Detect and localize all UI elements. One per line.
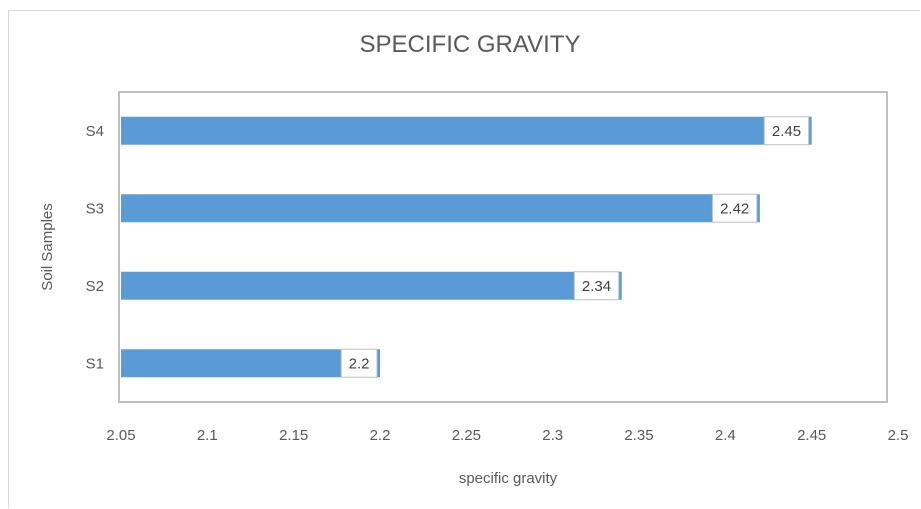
data-label-s2: 2.34 <box>573 271 620 301</box>
category-label-s4: S4 <box>86 123 104 140</box>
data-label-box <box>573 271 620 301</box>
x-tick-label: 2.35 <box>624 427 653 444</box>
x-tick-label: 2.2 <box>370 427 391 444</box>
plot-area <box>118 91 888 403</box>
data-label-text: 2.42 <box>720 200 749 217</box>
bar-s1 <box>121 349 380 378</box>
x-axis-label: specific gravity <box>459 470 558 487</box>
chart-title: SPECIFIC GRAVITY <box>360 31 581 58</box>
data-label-box <box>763 116 810 146</box>
bar-s4 <box>121 116 812 145</box>
data-label-s1: 2.2 <box>340 348 378 378</box>
data-label-box <box>711 193 758 223</box>
category-label-s2: S2 <box>86 278 104 295</box>
y-axis-label: Soil Samples <box>39 203 56 291</box>
x-tick-label: 2.25 <box>452 427 481 444</box>
data-label-box <box>340 348 378 378</box>
category-label-s3: S3 <box>86 200 104 217</box>
category-label-s1: S1 <box>86 355 104 372</box>
data-label-text: 2.45 <box>772 123 801 140</box>
data-label-s4: 2.45 <box>763 116 810 146</box>
x-tick-label: 2.45 <box>797 427 826 444</box>
x-tick-label: 2.05 <box>106 427 135 444</box>
data-labels: 2.2 2.34 2.42 2.45 <box>340 116 810 378</box>
data-label-s3: 2.42 <box>711 193 758 223</box>
x-tick-label: 2.1 <box>197 427 218 444</box>
x-tick-label: 2.15 <box>279 427 308 444</box>
x-tick-label: 2.3 <box>542 427 563 444</box>
bars-group <box>121 116 812 378</box>
chart-frame <box>8 10 920 508</box>
category-labels: S1 S2 S3 S4 <box>86 123 104 373</box>
bar-s3 <box>121 194 760 223</box>
data-label-text: 2.2 <box>349 355 370 372</box>
data-label-text: 2.34 <box>582 278 611 295</box>
bar-s2 <box>121 271 622 300</box>
x-tick-label: 2.5 <box>888 427 909 444</box>
x-tick-labels: 2.05 2.1 2.15 2.2 2.25 2.3 2.35 2.4 2.45 2.5 <box>106 427 908 444</box>
x-tick-label: 2.4 <box>715 427 736 444</box>
